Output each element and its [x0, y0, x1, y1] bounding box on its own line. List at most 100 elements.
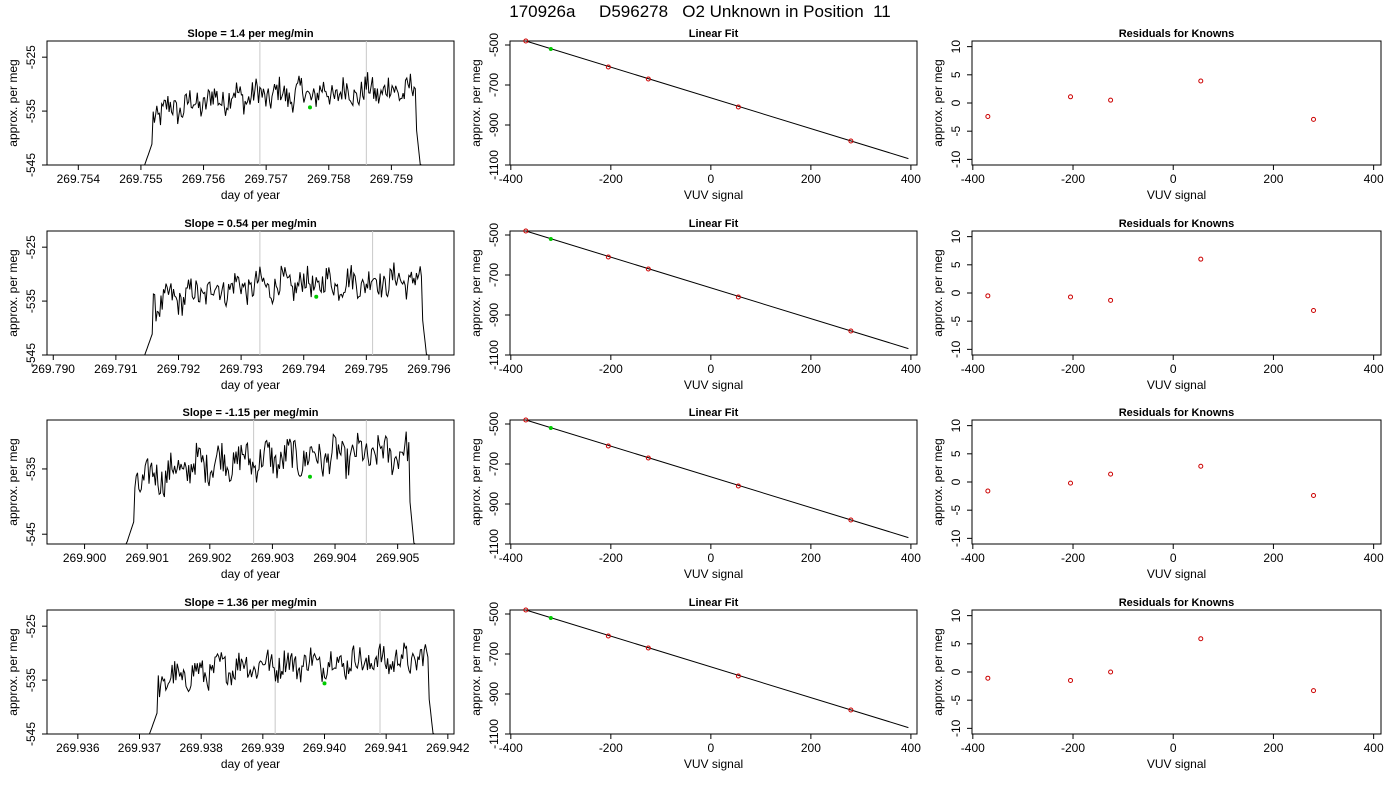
- known-point: [735, 104, 741, 110]
- x-tick-label: 0: [1170, 362, 1177, 376]
- x-tick-label: -200: [1061, 172, 1085, 186]
- known-point: [735, 673, 741, 679]
- known-point: [848, 517, 854, 523]
- y-tick-label: -535: [24, 668, 38, 692]
- y-tick-label: 0: [949, 668, 963, 675]
- x-tick-label: 200: [801, 362, 821, 376]
- y-axis-label: approx. per meg: [6, 438, 20, 525]
- residual-point: [1108, 297, 1114, 303]
- timeseries-frame: [46, 40, 455, 166]
- y-tick-label: -700: [487, 263, 501, 287]
- x-tick-label: 400: [1364, 741, 1384, 755]
- x-tick-label: 200: [1263, 551, 1283, 565]
- x-tick-label: 269.796: [407, 362, 451, 376]
- y-tick-label: -535: [24, 457, 38, 481]
- x-tick-label: 269.939: [241, 741, 285, 755]
- x-tick-label: 269.793: [219, 362, 263, 376]
- x-tick-label: 269.790: [32, 362, 76, 376]
- x-tick-label: 269.905: [376, 551, 420, 565]
- fit-title: Linear Fit: [689, 597, 739, 609]
- y-tick-label: 5: [949, 71, 963, 78]
- slope-title: Slope = -1.15 per meg/min: [182, 407, 318, 419]
- fit-line: [525, 609, 909, 729]
- x-tick-label: 269.757: [244, 172, 288, 186]
- y-tick-label: -700: [487, 642, 501, 666]
- y-axis-label: approx. per meg: [469, 628, 483, 715]
- fit-title: Linear Fit: [689, 218, 739, 230]
- x-tick-label: -400: [961, 741, 985, 755]
- y-tick-label: 0: [949, 289, 963, 296]
- y-axis-label: approx. per meg: [931, 628, 945, 715]
- x-tick-label: 269.755: [119, 172, 163, 186]
- known-point: [605, 633, 611, 639]
- known-point: [735, 483, 741, 489]
- y-tick-label: -500: [487, 602, 501, 626]
- x-axis-label: day of year: [221, 378, 280, 392]
- y-tick-label: -10: [949, 150, 963, 168]
- known-point: [848, 138, 854, 144]
- y-tick-label: -500: [487, 412, 501, 436]
- y-tick-label: -525: [24, 235, 38, 259]
- y-tick-label: 10: [949, 609, 963, 623]
- known-point: [523, 38, 529, 44]
- timeseries-frame: [46, 609, 455, 735]
- known-point: [605, 254, 611, 260]
- y-tick-label: -900: [487, 682, 501, 706]
- y-axis-label: approx. per meg: [469, 249, 483, 336]
- residual-point: [1198, 636, 1204, 642]
- timeseries-frame: [46, 419, 455, 545]
- x-tick-label: 200: [801, 551, 821, 565]
- x-axis-label: VUV signal: [684, 567, 743, 581]
- x-tick-label: -200: [1061, 362, 1085, 376]
- y-tick-label: -900: [487, 303, 501, 327]
- x-tick-label: 400: [1364, 551, 1384, 565]
- x-tick-label: -400: [961, 362, 985, 376]
- x-tick-label: 400: [901, 362, 921, 376]
- y-axis-label: approx. per meg: [931, 59, 945, 146]
- residuals-title: Residuals for Knowns: [1119, 218, 1235, 230]
- x-tick-label: 269.792: [157, 362, 201, 376]
- x-tick-label: 400: [901, 741, 921, 755]
- y-tick-label: 0: [949, 478, 963, 485]
- y-tick-label: -535: [24, 289, 38, 313]
- y-tick-label: -700: [487, 73, 501, 97]
- x-tick-label: 0: [708, 362, 715, 376]
- y-tick-label: -535: [24, 99, 38, 123]
- x-tick-label: 269.940: [303, 741, 347, 755]
- x-tick-label: 269.904: [313, 551, 357, 565]
- x-tick-label: -200: [599, 362, 623, 376]
- x-axis-label: VUV signal: [684, 188, 743, 202]
- residual-point: [1068, 294, 1074, 300]
- x-tick-label: -400: [499, 362, 523, 376]
- residual-point: [1198, 463, 1204, 469]
- known-point: [848, 707, 854, 713]
- unknown-point: [548, 426, 553, 430]
- fit-frame: [509, 609, 918, 735]
- y-tick-label: -1100: [487, 529, 501, 559]
- residual-point: [1108, 97, 1114, 103]
- x-tick-label: 0: [1170, 551, 1177, 565]
- x-tick-label: 200: [801, 172, 821, 186]
- timeseries-frame: [46, 230, 455, 356]
- x-tick-label: 269.795: [345, 362, 389, 376]
- x-tick-label: 269.941: [364, 741, 408, 755]
- known-point: [645, 455, 651, 461]
- y-tick-label: 5: [949, 261, 963, 268]
- y-axis-label: approx. per meg: [931, 438, 945, 525]
- timeseries-trace: [140, 262, 429, 356]
- x-axis-label: day of year: [221, 757, 280, 771]
- x-tick-label: 0: [708, 551, 715, 565]
- x-tick-label: -200: [599, 741, 623, 755]
- y-tick-label: -5: [949, 316, 963, 327]
- y-tick-label: -545: [24, 522, 38, 546]
- y-axis-label: approx. per meg: [469, 59, 483, 146]
- x-tick-label: -400: [961, 172, 985, 186]
- y-tick-label: -1100: [487, 719, 501, 749]
- x-tick-label: 269.903: [251, 551, 295, 565]
- known-point: [645, 76, 651, 82]
- y-tick-label: 10: [949, 40, 963, 54]
- unknown-point: [548, 237, 553, 241]
- x-tick-label: -400: [499, 551, 523, 565]
- unknown-point: [548, 47, 553, 51]
